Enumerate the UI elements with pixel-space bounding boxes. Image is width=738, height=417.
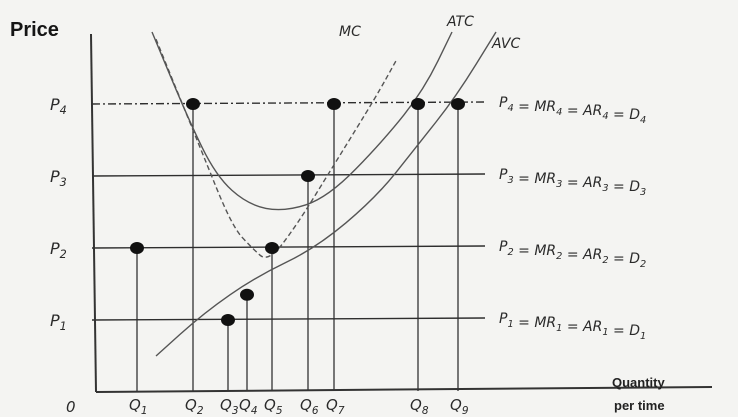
avc-label: AVC <box>491 36 520 52</box>
equilibrium-point <box>451 98 465 110</box>
atc-curve <box>151 31 453 211</box>
equilibrium-point <box>265 242 279 254</box>
price-line-p2 <box>91 245 486 249</box>
price-line-p3 <box>91 173 486 177</box>
equilibrium-point <box>301 170 315 182</box>
x-tick-q1: Q1 <box>129 396 148 417</box>
x-tick-q3: Q3 <box>220 396 239 417</box>
y-tick-p1: P1 <box>50 311 67 333</box>
x-tick-q2: Q2 <box>185 396 204 417</box>
equilibrium-point <box>221 314 235 326</box>
x-tick-q9: Q9 <box>450 396 469 417</box>
mc-label: MC <box>339 24 361 40</box>
y-axis <box>90 33 97 393</box>
equilibrium-point <box>186 98 200 110</box>
x-tick-q7: Q7 <box>326 396 345 417</box>
y-tick-p4: P4 <box>50 95 67 117</box>
price-line-p1 <box>91 317 486 321</box>
x-tick-q5: Q5 <box>264 396 283 417</box>
x-axis <box>95 386 713 393</box>
equilibrium-point <box>240 288 254 301</box>
x-axis-title-line2: per time <box>614 398 665 413</box>
price-line-label-1: P4 = MR4 = AR4 = D4 <box>499 95 646 126</box>
origin-label: 0 <box>66 398 76 416</box>
x-tick-q4: Q4 <box>239 396 258 417</box>
x-axis-title-line1: Quantity <box>612 375 665 390</box>
x-tick-q8: Q8 <box>410 396 429 417</box>
equilibrium-point <box>411 98 425 110</box>
equilibrium-point <box>130 242 144 254</box>
atc-label: ATC <box>446 14 474 30</box>
x-tick-q6: Q6 <box>300 396 319 417</box>
price-line-label-4: P1 = MR1 = AR1 = D1 <box>499 311 646 342</box>
price-line-label-2: P3 = MR3 = AR3 = D3 <box>499 167 646 198</box>
y-tick-p2: P2 <box>50 239 67 261</box>
y-axis-title: Price <box>10 19 59 41</box>
y-tick-p3: P3 <box>50 167 67 189</box>
avc-curve <box>155 31 497 357</box>
equilibrium-point <box>327 98 341 110</box>
price-line-label-3: P2 = MR2 = AR2 = D2 <box>499 239 646 270</box>
price-line-p4 <box>91 101 486 105</box>
mc-curve <box>155 38 397 258</box>
